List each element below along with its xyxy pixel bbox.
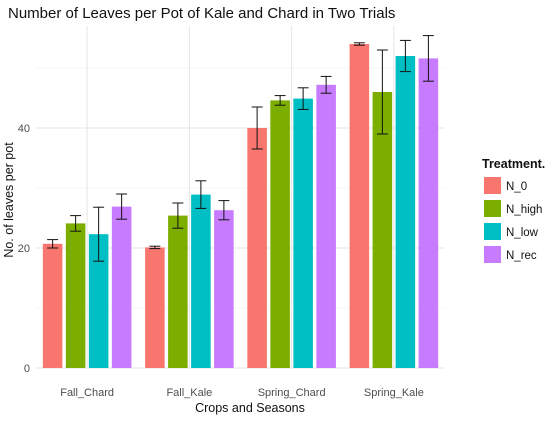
legend-label: N_0 [506, 181, 527, 193]
bar [395, 56, 416, 368]
y-tick-label: 40 [18, 123, 30, 135]
x-tick-label: Fall_Chard [60, 387, 114, 399]
legend-items: N_0 N_high N_low N_rec [484, 177, 542, 263]
x-tick-label: Spring_Chard [258, 387, 326, 399]
bar [349, 44, 370, 368]
legend-swatch [484, 223, 501, 240]
x-tick-label: Fall_Kale [166, 387, 212, 399]
legend-title: Treatment. [482, 157, 545, 171]
bar [247, 128, 267, 368]
y-axis-label: No. of leaves per pot [2, 142, 16, 258]
x-tick-label: Spring_Kale [364, 387, 424, 399]
bar [42, 243, 63, 368]
bar [214, 210, 234, 368]
bar [168, 215, 188, 368]
legend-swatch [484, 246, 501, 263]
bar [88, 234, 109, 368]
legend-label: N_low [506, 227, 539, 239]
legend: Treatment. N_0 N_high N_low N_rec [482, 157, 545, 263]
legend-swatch [484, 177, 501, 194]
y-axis: 0 20 40 [18, 123, 30, 375]
bar [191, 194, 211, 368]
x-axis-label: Crops and Seasons [195, 401, 305, 415]
bar [145, 247, 165, 368]
y-tick-label: 20 [18, 243, 30, 255]
bars [42, 44, 439, 369]
legend-label: N_rec [506, 250, 537, 262]
bar [372, 92, 393, 368]
legend-label: N_high [506, 204, 542, 216]
x-axis: Fall_Chard Fall_Kale Spring_Chard Spring_Ka… [60, 387, 424, 399]
bar [270, 100, 290, 369]
bar [293, 98, 313, 368]
bar [316, 84, 336, 369]
error-bars [47, 35, 434, 262]
chart-title: Number of Leaves per Pot of Kale and Cha… [8, 5, 395, 22]
bar [65, 223, 86, 368]
y-tick-label: 0 [24, 363, 30, 375]
legend-swatch [484, 200, 501, 217]
bar [418, 58, 439, 369]
bar [111, 206, 132, 368]
